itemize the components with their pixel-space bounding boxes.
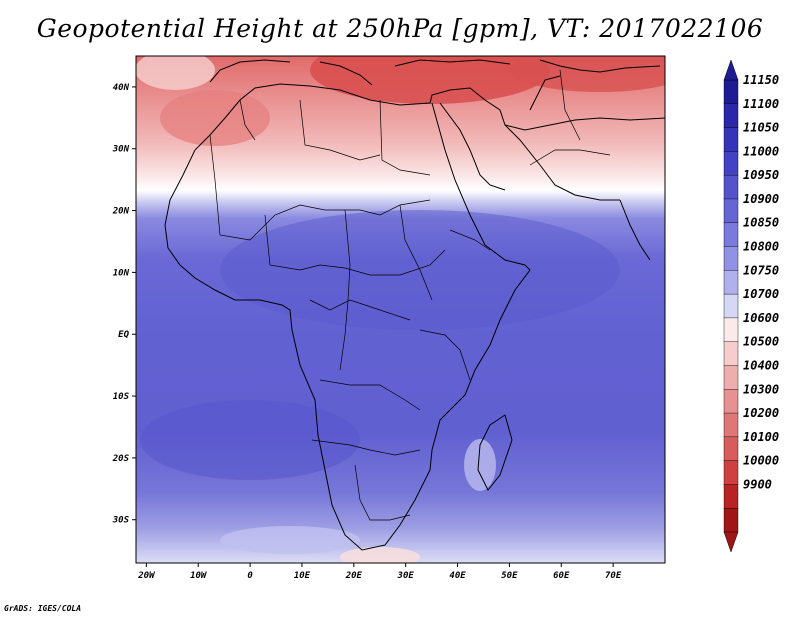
lon-label: 10E (294, 571, 311, 581)
lon-label: 30E (397, 571, 415, 581)
colorbar-label: 10400 (743, 358, 779, 372)
colorbar-label: 10200 (743, 406, 779, 420)
colorbar-swatch (723, 222, 739, 248)
colorbar-label: 10300 (743, 382, 779, 396)
colorbar-label: 10700 (743, 287, 779, 301)
colorbar-min-arrow (723, 531, 739, 553)
colorbar: 11150 11100 11050 11000 10950 10900 10850 10800… (723, 59, 779, 553)
lat-label: 30S (112, 516, 130, 526)
colorbar-label: 11150 (743, 73, 779, 87)
colorbar-swatch (723, 508, 739, 533)
colorbar-swatch (723, 79, 739, 105)
colorbar-swatch (723, 317, 739, 343)
lon-label: 0 (247, 571, 253, 581)
lon-label: 20W (137, 571, 156, 581)
colorbar-label: 11000 (743, 144, 779, 158)
colorbar-swatch (723, 365, 739, 390)
lon-label: 10W (190, 571, 208, 581)
colorbar-label: 10600 (743, 311, 779, 325)
colorbar-swatch (723, 293, 739, 319)
lat-label: EQ (118, 330, 129, 340)
lon-label: 70E (605, 571, 622, 581)
colorbar-swatch (723, 246, 739, 271)
colorbar-swatch (723, 270, 739, 295)
colorbar-swatch (723, 341, 739, 366)
lat-label: 20S (112, 454, 130, 464)
colorbar-label: 10950 (743, 168, 779, 182)
lon-label: 60E (553, 571, 570, 581)
lat-label: 10N (113, 268, 130, 278)
colorbar-label: 10800 (743, 240, 779, 254)
colorbar-swatch (723, 127, 739, 152)
colorbar-swatch (723, 174, 739, 200)
colorbar-label: 10100 (743, 430, 779, 444)
colorbar-label: 10000 (743, 454, 779, 468)
lat-label: 20N (112, 207, 130, 217)
coastlines (164, 59, 665, 551)
colorbar-label: 10850 (743, 216, 779, 230)
colorbar-label: 10750 (743, 263, 779, 277)
map-title: Geopotential Height at 250hPa [gpm], VT:… (36, 14, 764, 43)
colorbar-swatch (723, 436, 739, 462)
colorbar-swatch (723, 198, 739, 224)
lat-label: 10S (113, 392, 130, 402)
lon-label: 50E (501, 571, 518, 581)
colorbar-swatch (723, 103, 739, 129)
colorbar-swatch (723, 389, 739, 414)
lat-label: 30N (112, 145, 130, 155)
colorbar-swatch (723, 151, 739, 176)
lon-label: 40E (449, 571, 466, 581)
colorbar-label: 11100 (743, 97, 779, 111)
plot-frame (135, 55, 666, 564)
colorbar-label: 11050 (743, 121, 779, 135)
lat-label: 40N (113, 83, 130, 93)
colorbar-label: 10500 (743, 335, 779, 349)
grads-credit: GrADS: IGES/COLA (4, 604, 82, 613)
axis-labels: 40N 30N 20N 10N EQ 10S 20S 30S 20W 10W 0 10E 20E 30E 4… (112, 83, 622, 581)
field-shading (136, 56, 665, 563)
country-borders (209, 69, 611, 521)
colorbar-label: 10900 (743, 192, 779, 206)
colorbar-label: 9900 (743, 477, 772, 491)
colorbar-swatch (723, 412, 739, 438)
colorbar-swatch (723, 484, 739, 509)
colorbar-swatch (723, 460, 739, 485)
colorbar-max-arrow (723, 59, 739, 81)
lon-label: 20E (345, 571, 363, 581)
